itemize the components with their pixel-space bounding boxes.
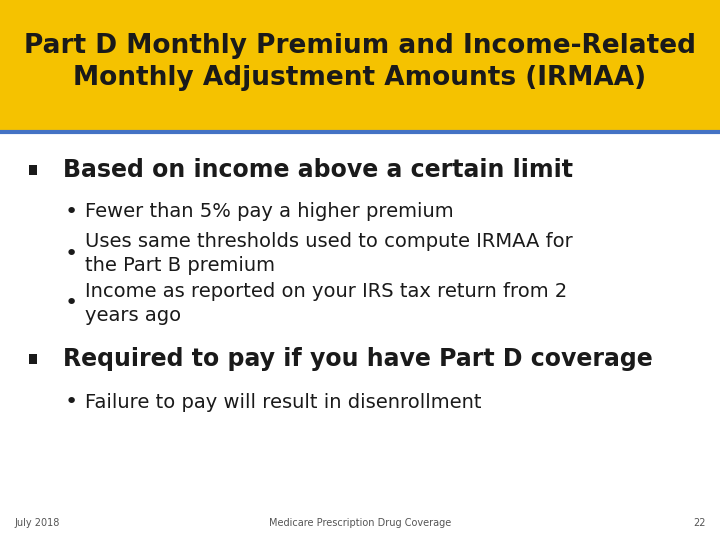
Text: Required to pay if you have Part D coverage: Required to pay if you have Part D cover… <box>63 347 653 371</box>
Text: •: • <box>65 201 78 222</box>
Text: Part D Monthly Premium and Income-Related
Monthly Adjustment Amounts (IRMAA): Part D Monthly Premium and Income-Relate… <box>24 33 696 91</box>
Text: Based on income above a certain limit: Based on income above a certain limit <box>63 158 573 182</box>
FancyBboxPatch shape <box>0 0 720 132</box>
Bar <box>29 165 37 175</box>
Text: 22: 22 <box>693 518 706 528</box>
Bar <box>29 354 37 364</box>
Text: •: • <box>65 392 78 413</box>
Text: Uses same thresholds used to compute IRMAA for
the Part B premium: Uses same thresholds used to compute IRM… <box>85 232 572 275</box>
Text: Medicare Prescription Drug Coverage: Medicare Prescription Drug Coverage <box>269 518 451 528</box>
Text: •: • <box>65 244 78 264</box>
Text: Income as reported on your IRS tax return from 2
years ago: Income as reported on your IRS tax retur… <box>85 282 567 325</box>
Text: Fewer than 5% pay a higher premium: Fewer than 5% pay a higher premium <box>85 202 454 221</box>
Text: Failure to pay will result in disenrollment: Failure to pay will result in disenrollm… <box>85 393 482 412</box>
Text: •: • <box>65 293 78 314</box>
Text: July 2018: July 2018 <box>14 518 60 528</box>
